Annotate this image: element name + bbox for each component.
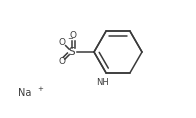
- Text: Na: Na: [18, 88, 31, 98]
- Text: +: +: [37, 86, 43, 92]
- Text: −: −: [67, 36, 73, 42]
- Text: O: O: [70, 32, 76, 40]
- Text: S: S: [69, 47, 75, 57]
- Text: O: O: [59, 38, 66, 47]
- Text: O: O: [59, 57, 66, 66]
- Text: NH: NH: [97, 78, 109, 87]
